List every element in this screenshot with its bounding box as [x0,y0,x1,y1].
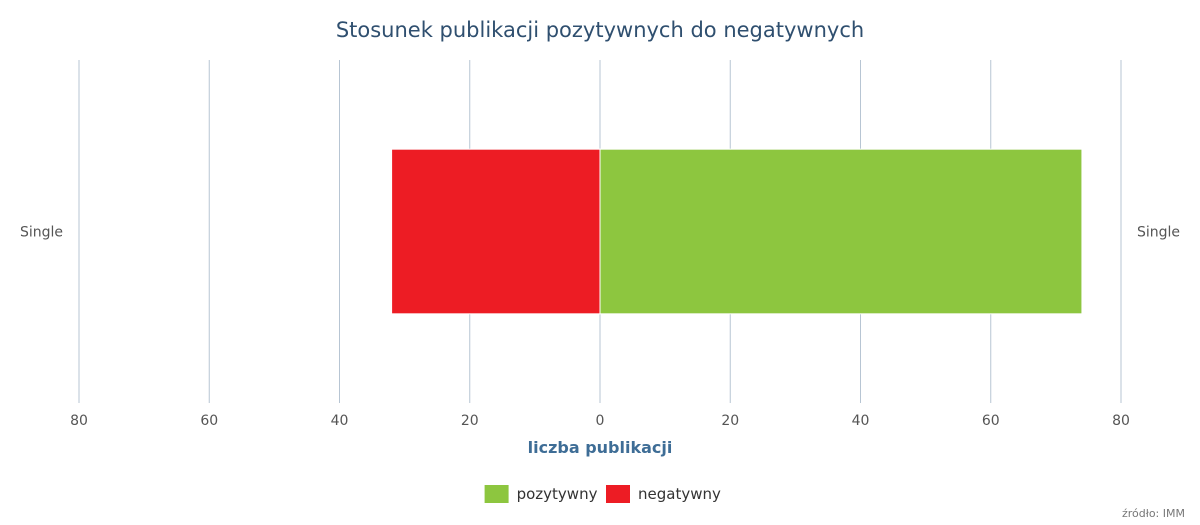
source-credit: źródło: IMM [1122,507,1185,520]
legend-item-pozytywny[interactable]: pozytywny [484,485,598,503]
x-tick-label: 60 [200,413,218,429]
bar-pozytywny[interactable] [599,148,1083,315]
bars [391,148,1083,315]
legend: pozytywny negatywny [484,485,721,503]
legend-swatch [606,485,630,503]
bar-negatywny[interactable] [391,148,601,315]
x-axis-ticks: 80 60 40 20 0 20 40 60 80 [70,413,1130,429]
legend-label: pozytywny [517,485,598,503]
category-label-right: Single [1137,225,1180,241]
x-axis-title: liczba publikacji [528,438,673,457]
x-tick-label: 40 [331,413,349,429]
legend-item-negatywny[interactable]: negatywny [606,485,721,503]
chart-title: Stosunek publikacji pozytywnych do negat… [336,18,864,42]
category-label-left: Single [20,225,63,241]
x-tick-label: 80 [1112,413,1130,429]
category-labels: Single Single [20,225,1180,241]
x-tick-label: 0 [596,413,605,429]
x-tick-label: 60 [982,413,1000,429]
x-tick-label: 20 [721,413,739,429]
x-tick-label: 80 [70,413,88,429]
x-tick-label: 20 [461,413,479,429]
x-tick-label: 40 [852,413,870,429]
legend-label: negatywny [638,485,721,503]
legend-swatch [484,485,509,503]
